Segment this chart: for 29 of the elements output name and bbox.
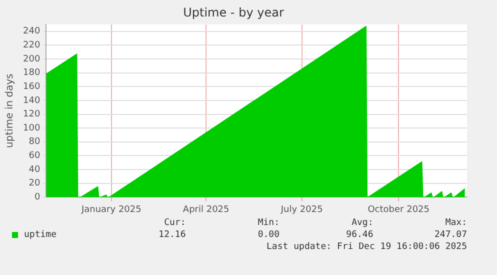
y-tick-label: 180 <box>22 68 40 78</box>
y-tick-label: 140 <box>22 96 40 106</box>
y-tick-label: 80 <box>28 137 40 148</box>
y-tick-label: 220 <box>22 40 40 50</box>
y-tick-label: 120 <box>22 110 40 120</box>
y-axis-title: uptime in days <box>4 74 16 148</box>
text: Max: <box>444 218 467 228</box>
x-tick-label: April 2025 <box>182 204 230 215</box>
text: Avg: <box>350 218 374 228</box>
legend-label: uptime <box>24 230 57 240</box>
y-tick-label: 200 <box>22 54 40 64</box>
text: 12.16 <box>158 230 186 240</box>
y-tick-label: 60 <box>28 151 40 162</box>
y-tick-label: 20 <box>28 178 40 189</box>
text: 96.46 <box>345 230 374 240</box>
x-tick-label: January 2025 <box>80 204 142 215</box>
x-tick-label: July 2025 <box>280 204 323 215</box>
chart-title: Uptime - by year <box>183 5 284 20</box>
text: Last update: Fri Dec 19 16:00:06 2025 <box>266 242 467 252</box>
text: Cur: <box>163 218 186 228</box>
y-tick-label: 0 <box>34 192 40 203</box>
text: 247.07 <box>433 230 467 240</box>
y-tick-label: 40 <box>28 164 40 175</box>
y-tick-label: 240 <box>22 26 40 37</box>
text: 0.00 <box>256 230 280 240</box>
y-tick-label: 100 <box>22 123 40 134</box>
text: Min: <box>256 218 280 228</box>
y-tick-label: 160 <box>22 82 40 92</box>
x-tick-label: October 2025 <box>368 204 430 215</box>
